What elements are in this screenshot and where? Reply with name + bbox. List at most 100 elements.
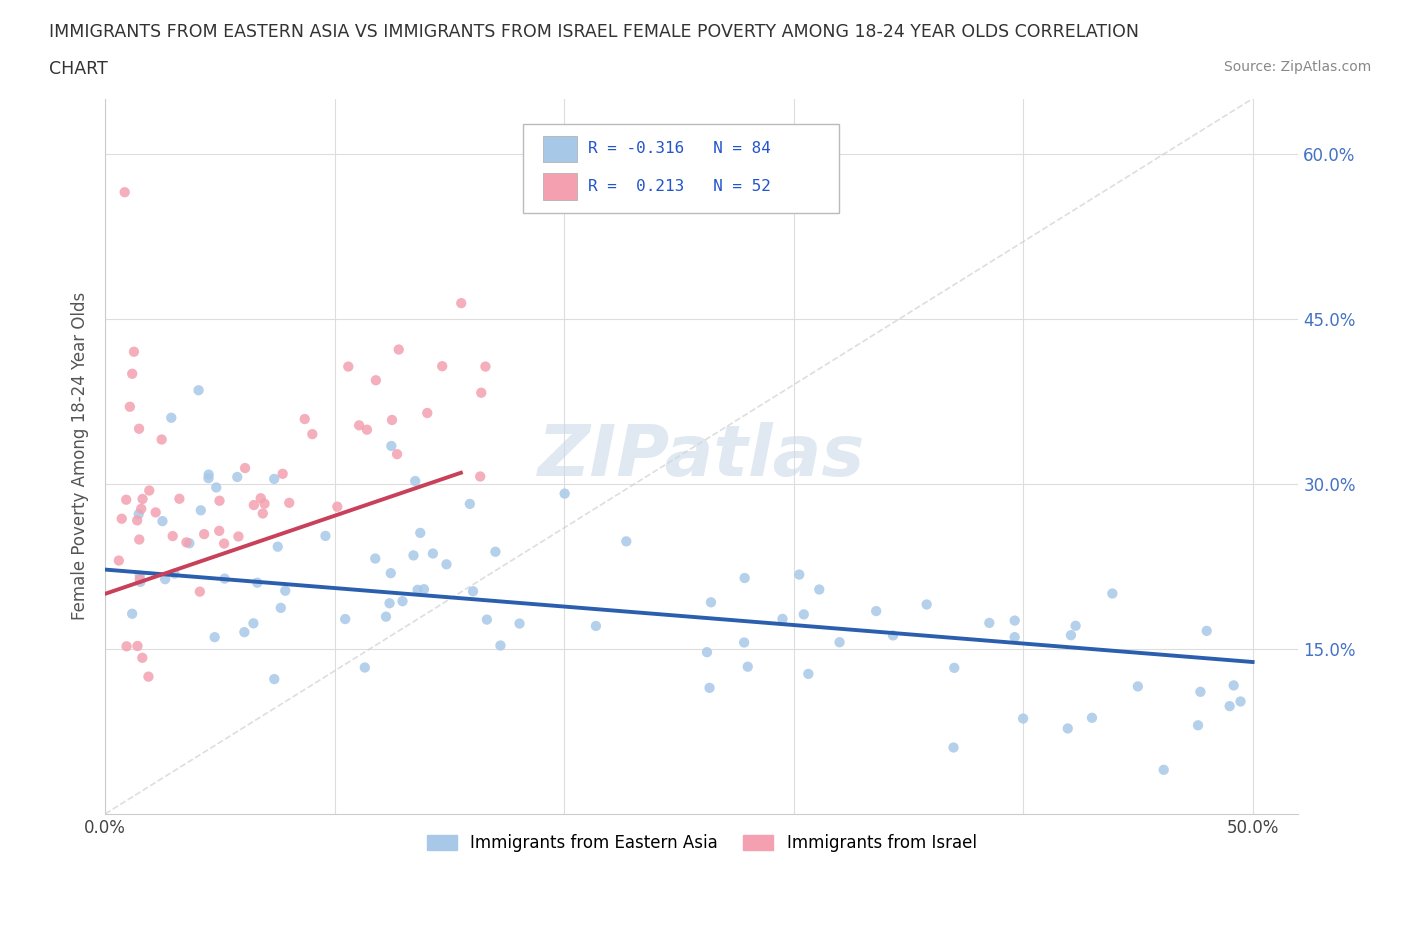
Point xyxy=(152,513,174,528)
Point xyxy=(128,532,150,547)
Point xyxy=(153,572,176,587)
Point xyxy=(176,535,198,550)
Point xyxy=(263,671,285,686)
Point xyxy=(128,568,150,583)
Y-axis label: Female Poverty Among 18-24 Year Olds: Female Poverty Among 18-24 Year Olds xyxy=(72,292,89,620)
Point xyxy=(131,492,153,507)
Point xyxy=(470,469,492,484)
Point xyxy=(294,412,316,427)
Text: CHART: CHART xyxy=(49,60,108,78)
Point xyxy=(278,496,301,511)
Point xyxy=(111,512,134,526)
Point xyxy=(733,635,755,650)
Point xyxy=(882,628,904,643)
Point xyxy=(828,635,851,650)
Point xyxy=(115,639,138,654)
Point xyxy=(252,506,274,521)
Point xyxy=(128,421,150,436)
Point xyxy=(364,373,387,388)
Point xyxy=(271,466,294,481)
Legend: Immigrants from Eastern Asia, Immigrants from Israel: Immigrants from Eastern Asia, Immigrants… xyxy=(420,828,983,859)
Point xyxy=(416,405,439,420)
Point xyxy=(1012,711,1035,726)
Point xyxy=(128,572,150,587)
Point xyxy=(188,584,211,599)
Point xyxy=(205,480,228,495)
Point xyxy=(160,410,183,425)
Point xyxy=(129,501,152,516)
Point xyxy=(243,498,266,512)
Point xyxy=(214,571,236,586)
Point xyxy=(375,609,398,624)
Point xyxy=(118,399,141,414)
Point xyxy=(208,524,231,538)
Point xyxy=(190,503,212,518)
Point xyxy=(364,551,387,566)
Point xyxy=(314,528,336,543)
Point xyxy=(326,499,349,514)
Point xyxy=(915,597,938,612)
Text: ZIPatlas: ZIPatlas xyxy=(538,422,866,491)
Point xyxy=(1189,684,1212,699)
Point xyxy=(208,493,231,508)
Point xyxy=(388,342,411,357)
Point xyxy=(179,536,201,551)
Point xyxy=(301,427,323,442)
Point xyxy=(942,740,965,755)
Point xyxy=(242,616,264,631)
Point xyxy=(274,583,297,598)
Point xyxy=(127,513,149,528)
Point xyxy=(585,618,607,633)
Point xyxy=(614,534,637,549)
Point xyxy=(197,467,219,482)
Point xyxy=(163,566,186,581)
Point xyxy=(114,185,136,200)
Point xyxy=(131,650,153,665)
Point xyxy=(267,539,290,554)
Point xyxy=(380,565,402,580)
Point xyxy=(1060,628,1083,643)
Point xyxy=(700,595,723,610)
Point xyxy=(193,526,215,541)
Text: R = -0.316   N = 84: R = -0.316 N = 84 xyxy=(589,141,772,156)
Point xyxy=(865,604,887,618)
Point xyxy=(197,471,219,485)
Point xyxy=(115,492,138,507)
Point xyxy=(475,612,498,627)
Point xyxy=(699,681,721,696)
Point xyxy=(470,385,492,400)
Point xyxy=(474,359,496,374)
Point xyxy=(380,439,402,454)
Point xyxy=(347,418,370,432)
Point xyxy=(509,616,531,631)
Point xyxy=(127,639,149,654)
Point xyxy=(253,497,276,512)
Point xyxy=(337,359,360,374)
Point xyxy=(793,607,815,622)
Point xyxy=(1101,586,1123,601)
Point xyxy=(378,596,401,611)
Point xyxy=(212,536,235,551)
Point xyxy=(108,553,131,568)
Point xyxy=(406,582,429,597)
Point xyxy=(1004,630,1026,644)
Point xyxy=(233,625,256,640)
Point xyxy=(484,544,506,559)
Point xyxy=(162,528,184,543)
Point xyxy=(489,638,512,653)
Point xyxy=(1126,679,1149,694)
Point xyxy=(121,366,143,381)
Text: Source: ZipAtlas.com: Source: ZipAtlas.com xyxy=(1223,60,1371,74)
Point xyxy=(385,446,408,461)
Point xyxy=(1153,763,1175,777)
Point xyxy=(335,612,357,627)
Point xyxy=(1195,623,1218,638)
Point xyxy=(246,576,269,591)
Point xyxy=(1081,711,1104,725)
Point xyxy=(228,529,250,544)
Point xyxy=(554,486,576,501)
Point xyxy=(169,491,191,506)
Point xyxy=(734,571,756,586)
Bar xyxy=(543,136,576,162)
Point xyxy=(356,422,378,437)
